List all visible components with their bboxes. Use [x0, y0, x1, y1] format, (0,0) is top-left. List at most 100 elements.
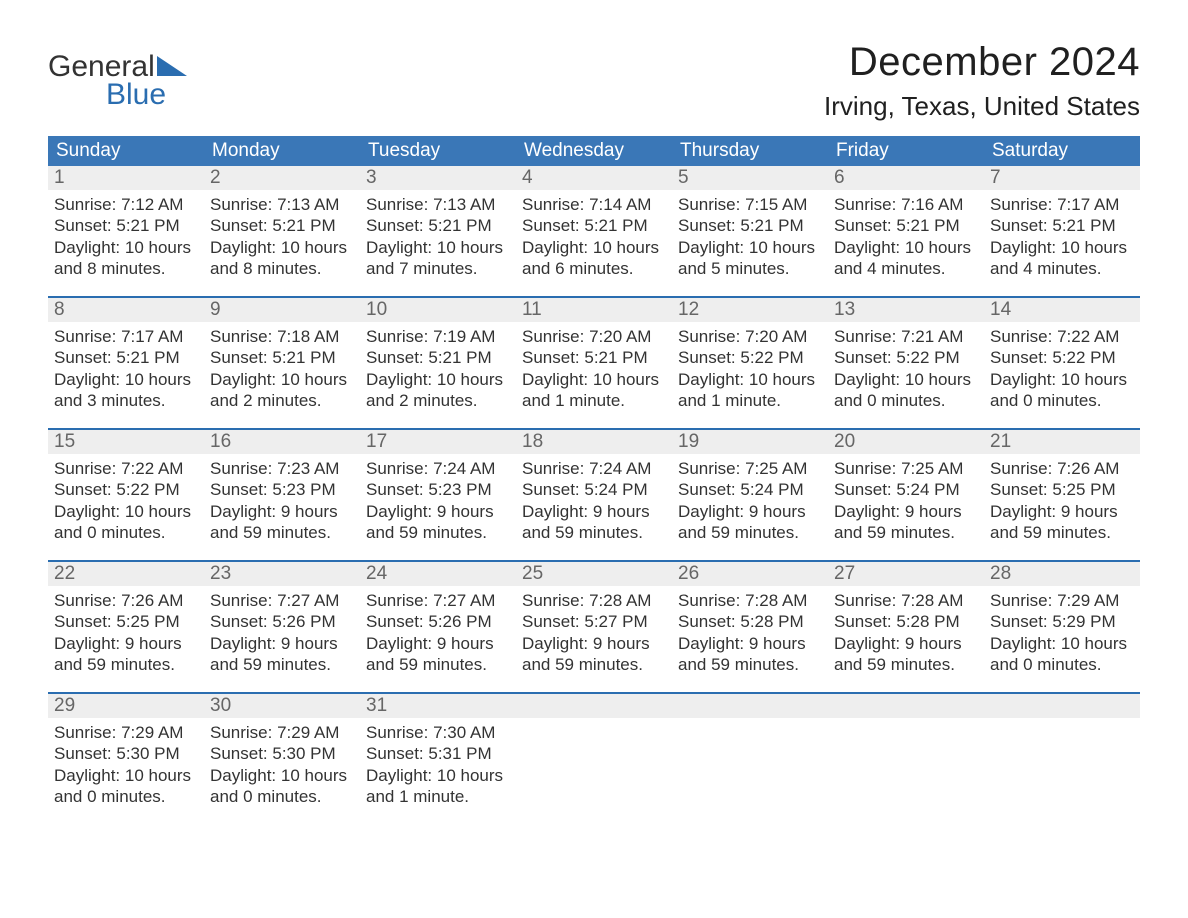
day-sunset: Sunset: 5:21 PM [522, 215, 666, 236]
day-number: 28 [984, 562, 1140, 586]
day-number: 27 [828, 562, 984, 586]
day-daylight2: and 8 minutes. [210, 258, 354, 279]
day-number-empty [984, 694, 1140, 718]
day-sunrise: Sunrise: 7:20 AM [522, 326, 666, 347]
day-number: 30 [204, 694, 360, 718]
day-sunset: Sunset: 5:21 PM [54, 347, 198, 368]
day-daylight2: and 59 minutes. [678, 522, 822, 543]
day-number: 12 [672, 298, 828, 322]
column-header-saturday: Saturday [984, 136, 1140, 166]
day-daylight2: and 8 minutes. [54, 258, 198, 279]
day-daylight2: and 1 minute. [678, 390, 822, 411]
day-daylight2: and 0 minutes. [834, 390, 978, 411]
day-daylight2: and 59 minutes. [366, 654, 510, 675]
day-daylight1: Daylight: 10 hours [210, 369, 354, 390]
day-number: 11 [516, 298, 672, 322]
day-daylight2: and 1 minute. [366, 786, 510, 807]
day-daylight1: Daylight: 9 hours [678, 501, 822, 522]
day-sunrise: Sunrise: 7:19 AM [366, 326, 510, 347]
day-sunrise: Sunrise: 7:17 AM [990, 194, 1134, 215]
day-daylight2: and 59 minutes. [990, 522, 1134, 543]
day-details: Sunrise: 7:29 AMSunset: 5:30 PMDaylight:… [204, 718, 360, 815]
day-sunrise: Sunrise: 7:27 AM [210, 590, 354, 611]
day-number: 2 [204, 166, 360, 190]
day-details: Sunrise: 7:18 AMSunset: 5:21 PMDaylight:… [204, 322, 360, 419]
day-daylight2: and 59 minutes. [522, 522, 666, 543]
calendar-week: 22Sunrise: 7:26 AMSunset: 5:25 PMDayligh… [48, 562, 1140, 692]
day-sunset: Sunset: 5:21 PM [678, 215, 822, 236]
column-header-friday: Friday [828, 136, 984, 166]
day-number: 20 [828, 430, 984, 454]
calendar-cell: 4Sunrise: 7:14 AMSunset: 5:21 PMDaylight… [516, 166, 672, 296]
day-daylight2: and 59 minutes. [834, 522, 978, 543]
day-details: Sunrise: 7:28 AMSunset: 5:27 PMDaylight:… [516, 586, 672, 683]
day-daylight2: and 59 minutes. [210, 522, 354, 543]
day-number: 26 [672, 562, 828, 586]
day-daylight2: and 0 minutes. [990, 390, 1134, 411]
day-daylight2: and 59 minutes. [54, 654, 198, 675]
day-sunrise: Sunrise: 7:21 AM [834, 326, 978, 347]
location-subtitle: Irving, Texas, United States [824, 91, 1140, 122]
day-sunrise: Sunrise: 7:18 AM [210, 326, 354, 347]
day-sunrise: Sunrise: 7:15 AM [678, 194, 822, 215]
calendar-cell: 24Sunrise: 7:27 AMSunset: 5:26 PMDayligh… [360, 562, 516, 692]
day-daylight1: Daylight: 10 hours [834, 369, 978, 390]
column-header-sunday: Sunday [48, 136, 204, 166]
calendar-cell: 5Sunrise: 7:15 AMSunset: 5:21 PMDaylight… [672, 166, 828, 296]
day-number: 23 [204, 562, 360, 586]
month-title: December 2024 [824, 40, 1140, 85]
day-details: Sunrise: 7:29 AMSunset: 5:29 PMDaylight:… [984, 586, 1140, 683]
day-daylight2: and 59 minutes. [678, 654, 822, 675]
day-daylight1: Daylight: 10 hours [366, 237, 510, 258]
day-details: Sunrise: 7:27 AMSunset: 5:26 PMDaylight:… [360, 586, 516, 683]
day-sunrise: Sunrise: 7:24 AM [366, 458, 510, 479]
day-daylight2: and 2 minutes. [366, 390, 510, 411]
day-sunrise: Sunrise: 7:24 AM [522, 458, 666, 479]
day-number-empty [516, 694, 672, 718]
day-sunset: Sunset: 5:21 PM [210, 347, 354, 368]
day-details: Sunrise: 7:24 AMSunset: 5:24 PMDaylight:… [516, 454, 672, 551]
day-sunset: Sunset: 5:21 PM [522, 347, 666, 368]
day-daylight1: Daylight: 10 hours [210, 237, 354, 258]
day-number: 3 [360, 166, 516, 190]
calendar-cell: 8Sunrise: 7:17 AMSunset: 5:21 PMDaylight… [48, 298, 204, 428]
day-sunrise: Sunrise: 7:28 AM [522, 590, 666, 611]
day-sunrise: Sunrise: 7:20 AM [678, 326, 822, 347]
calendar-cell: 27Sunrise: 7:28 AMSunset: 5:28 PMDayligh… [828, 562, 984, 692]
calendar-cell: 12Sunrise: 7:20 AMSunset: 5:22 PMDayligh… [672, 298, 828, 428]
header-row: General Blue December 2024 Irving, Texas… [48, 40, 1140, 122]
day-number: 21 [984, 430, 1140, 454]
day-sunset: Sunset: 5:24 PM [678, 479, 822, 500]
day-daylight2: and 1 minute. [522, 390, 666, 411]
day-sunset: Sunset: 5:21 PM [990, 215, 1134, 236]
day-number-empty [672, 694, 828, 718]
day-number: 7 [984, 166, 1140, 190]
day-daylight1: Daylight: 9 hours [678, 633, 822, 654]
day-details: Sunrise: 7:26 AMSunset: 5:25 PMDaylight:… [984, 454, 1140, 551]
day-details: Sunrise: 7:28 AMSunset: 5:28 PMDaylight:… [672, 586, 828, 683]
calendar-header: SundayMondayTuesdayWednesdayThursdayFrid… [48, 136, 1140, 166]
day-daylight2: and 2 minutes. [210, 390, 354, 411]
calendar-cell: 21Sunrise: 7:26 AMSunset: 5:25 PMDayligh… [984, 430, 1140, 560]
day-sunrise: Sunrise: 7:12 AM [54, 194, 198, 215]
calendar-cell: 9Sunrise: 7:18 AMSunset: 5:21 PMDaylight… [204, 298, 360, 428]
day-number: 22 [48, 562, 204, 586]
day-sunset: Sunset: 5:28 PM [834, 611, 978, 632]
day-number: 24 [360, 562, 516, 586]
day-details: Sunrise: 7:12 AMSunset: 5:21 PMDaylight:… [48, 190, 204, 287]
day-sunset: Sunset: 5:25 PM [54, 611, 198, 632]
day-daylight1: Daylight: 10 hours [54, 369, 198, 390]
day-sunrise: Sunrise: 7:17 AM [54, 326, 198, 347]
day-sunrise: Sunrise: 7:27 AM [366, 590, 510, 611]
day-number: 13 [828, 298, 984, 322]
day-details: Sunrise: 7:28 AMSunset: 5:28 PMDaylight:… [828, 586, 984, 683]
calendar-cell: 23Sunrise: 7:27 AMSunset: 5:26 PMDayligh… [204, 562, 360, 692]
day-sunset: Sunset: 5:21 PM [366, 347, 510, 368]
calendar-cell: 31Sunrise: 7:30 AMSunset: 5:31 PMDayligh… [360, 694, 516, 824]
calendar-cell: 1Sunrise: 7:12 AMSunset: 5:21 PMDaylight… [48, 166, 204, 296]
day-daylight1: Daylight: 9 hours [834, 501, 978, 522]
day-sunset: Sunset: 5:26 PM [366, 611, 510, 632]
day-details: Sunrise: 7:22 AMSunset: 5:22 PMDaylight:… [984, 322, 1140, 419]
day-sunrise: Sunrise: 7:29 AM [990, 590, 1134, 611]
day-daylight2: and 7 minutes. [366, 258, 510, 279]
